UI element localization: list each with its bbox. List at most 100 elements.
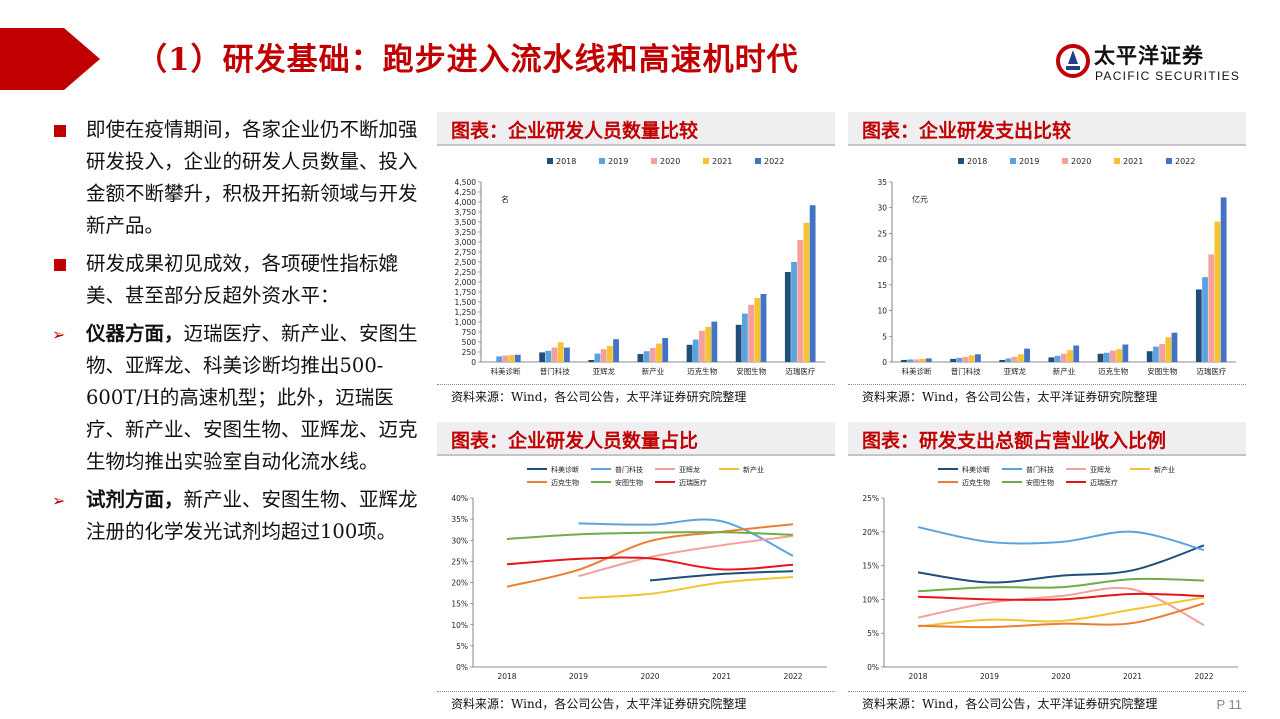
chart-panel-staff-ratio: 图表：企业研发人员数量占比 科美诊断 普门科技 亚辉龙 新产业 迈克生物 安图生物 迈瑞医疗… — [437, 422, 835, 716]
legend-swatch — [547, 158, 553, 164]
y-tick-label: 3,250 — [455, 228, 477, 237]
legend-label: 迈瑞医疗 — [1090, 478, 1118, 487]
bar — [1152, 346, 1159, 362]
bar — [1048, 357, 1055, 362]
x-tick-label: 2020 — [1051, 672, 1070, 681]
bar — [999, 359, 1006, 362]
y-tick-label: 5% — [456, 642, 468, 651]
bar — [1202, 277, 1208, 362]
y-tick-label: 250 — [462, 348, 477, 357]
bullet-text: 研发成果初见成效，各项硬性指标媲美、甚至部分反超外资水平： — [86, 252, 399, 307]
series-line — [578, 518, 794, 557]
bar — [1073, 345, 1080, 362]
bar — [809, 205, 816, 362]
x-tick-label: 2018 — [497, 672, 516, 681]
y-tick-label: 4,250 — [455, 188, 477, 197]
source-note: 资料来源：Wind，各公司公告，太平洋证券研究院整理 — [437, 384, 835, 405]
bar — [1171, 332, 1178, 362]
series-line — [506, 523, 794, 588]
chart-panel-spend-ratio: 图表：研发支出总额占营业收入比例 科美诊断 普门科技 亚辉龙 新产业 迈克生物 安图生物 迈… — [848, 422, 1246, 716]
logo-mark-icon — [1056, 44, 1090, 78]
x-tick-label: 2019 — [980, 672, 999, 681]
y-tick-label: 2,000 — [455, 278, 477, 287]
x-tick-label: 亚辉龙 — [1004, 366, 1027, 376]
y-tick-label: 4,500 — [455, 178, 477, 187]
series-line — [917, 586, 1205, 626]
series-line — [917, 592, 1205, 601]
y-tick-label: 15 — [877, 281, 887, 290]
y-tick-label: 1,250 — [455, 308, 477, 317]
y-tick-label: 20% — [451, 579, 468, 588]
panel-title: 图表：企业研发人员数量占比 — [451, 430, 699, 452]
legend-label: 科美诊断 — [551, 465, 579, 474]
bar — [925, 358, 932, 362]
y-tick-label: 2,750 — [455, 248, 477, 257]
logo-text-cn: 太平洋证券 — [1094, 44, 1204, 68]
bullet-list: 即使在疫情期间，各家企业仍不断加强研发投入，企业的研发人员数量、投入金额不断攀升… — [48, 114, 420, 554]
x-tick-label: 迈克生物 — [687, 366, 717, 376]
y-tick-label: 1,750 — [455, 288, 477, 297]
bar — [797, 240, 804, 362]
bar — [662, 338, 669, 362]
x-tick-label: 迈瑞医疗 — [1196, 366, 1226, 376]
legend-label: 亚辉龙 — [1090, 465, 1111, 474]
y-tick-label: 25 — [877, 229, 887, 238]
y-tick-label: 10% — [451, 621, 468, 630]
bar — [1024, 348, 1030, 362]
bullet-item: 即使在疫情期间，各家企业仍不断加强研发投入，企业的研发人员数量、投入金额不断攀升… — [48, 114, 420, 242]
bar — [1067, 350, 1073, 362]
bullet-text: 迈瑞医疗、新产业、安图生物、亚辉龙、科美诊断均推出500-600T/H的高速机型… — [86, 322, 418, 473]
legend-label: 普门科技 — [1026, 465, 1054, 474]
bar — [637, 354, 644, 362]
x-tick-label: 普门科技 — [951, 366, 981, 376]
bar — [643, 351, 650, 362]
legend-label: 2020 — [660, 157, 680, 166]
legend-swatch — [651, 158, 657, 164]
y-tick-label: 0 — [882, 358, 887, 367]
bar — [1220, 197, 1227, 362]
legend-label: 2022 — [764, 157, 784, 166]
bar — [1146, 351, 1153, 362]
bar — [699, 330, 705, 362]
y-tick-label: 40% — [451, 494, 468, 503]
bar — [803, 222, 810, 362]
x-tick-label: 普门科技 — [540, 366, 570, 376]
x-tick-label: 2021 — [1123, 672, 1142, 681]
company-logo: 太平洋证券 PACIFIC SECURITIES — [1056, 40, 1256, 86]
panel-title-bar: 图表：企业研发人员数量占比 — [437, 422, 835, 456]
bar — [1195, 289, 1202, 362]
y-tick-label: 3,500 — [455, 218, 477, 227]
y-tick-label: 2,500 — [455, 258, 477, 267]
bar — [1110, 350, 1116, 362]
bar — [514, 354, 521, 362]
bar — [557, 342, 564, 362]
bar — [1122, 344, 1129, 362]
bar — [502, 355, 509, 362]
y-unit-label: 名 — [501, 194, 509, 204]
bar — [784, 272, 791, 362]
bar — [564, 347, 570, 362]
legend-label: 安图生物 — [615, 478, 643, 487]
bar — [901, 359, 907, 362]
arrow-bullet-icon: ➢ — [52, 325, 66, 344]
y-tick-label: 500 — [462, 338, 477, 347]
bar — [1005, 358, 1012, 362]
legend-label: 2021 — [1123, 157, 1143, 166]
x-tick-label: 迈瑞医疗 — [785, 366, 815, 376]
bar — [686, 344, 693, 362]
bar-chart-rd-spend: 2018 2019 2020 2021 2022 亿元 0 5 10 15 20 25 30 35 科美诊断… — [877, 157, 1236, 376]
bar — [588, 360, 595, 362]
bar — [649, 348, 656, 362]
y-tick-label: 20% — [862, 528, 879, 537]
series-line — [917, 577, 1205, 593]
y-tick-label: 30 — [877, 204, 887, 213]
legend-label: 2020 — [1071, 157, 1091, 166]
series-line — [917, 602, 1205, 629]
legend-swatch — [755, 158, 761, 164]
bullet-bold: 仪器方面， — [86, 322, 184, 345]
series-line — [506, 556, 794, 571]
legend-label: 迈克生物 — [551, 478, 579, 487]
y-tick-label: 35% — [451, 515, 468, 524]
